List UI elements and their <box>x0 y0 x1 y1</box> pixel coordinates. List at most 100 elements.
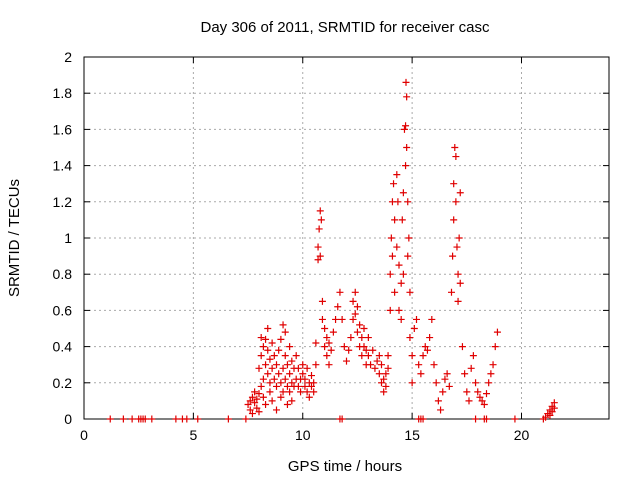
data-point <box>461 370 469 378</box>
data-point <box>253 404 261 412</box>
data-point <box>317 216 325 224</box>
data-point <box>353 303 361 311</box>
data-point <box>248 393 256 401</box>
data-point <box>456 189 464 197</box>
data-point <box>386 306 394 314</box>
data-point <box>253 395 261 403</box>
data-point <box>404 252 412 260</box>
data-point <box>294 382 302 390</box>
data-point <box>270 375 278 383</box>
data-point <box>345 346 353 354</box>
data-point <box>266 388 274 396</box>
data-point <box>183 415 191 423</box>
y-tick-label: 1.2 <box>53 194 73 210</box>
data-point <box>255 408 263 416</box>
data-point <box>334 303 342 311</box>
data-point <box>472 415 480 423</box>
data-point <box>277 335 285 343</box>
data-point <box>262 335 270 343</box>
data-point <box>353 328 361 336</box>
data-point <box>419 352 427 360</box>
data-point <box>308 372 315 380</box>
data-point <box>406 288 414 296</box>
data-point <box>358 352 366 360</box>
data-point <box>286 343 294 351</box>
data-point <box>369 346 377 354</box>
data-point <box>325 339 333 347</box>
data-point <box>382 370 390 378</box>
y-tick-label: 1.4 <box>53 158 73 174</box>
data-point <box>474 388 482 396</box>
data-point <box>453 243 461 251</box>
data-point <box>318 297 326 305</box>
data-point <box>283 401 291 409</box>
data-point <box>312 361 320 369</box>
data-point <box>347 334 355 342</box>
y-tick-label: 2 <box>64 49 72 65</box>
data-point <box>430 361 438 369</box>
data-point <box>428 315 436 323</box>
data-point <box>403 93 411 101</box>
data-point <box>349 297 357 305</box>
data-point <box>251 399 259 407</box>
data-point <box>458 343 466 351</box>
data-point <box>550 399 558 407</box>
data-point <box>378 379 385 387</box>
y-tick-label: 1.8 <box>53 85 73 101</box>
data-point <box>410 325 418 332</box>
data-point <box>316 207 324 215</box>
data-point <box>449 252 457 260</box>
data-point <box>281 328 289 336</box>
data-point <box>318 315 326 323</box>
data-point <box>417 370 425 378</box>
data-point <box>321 325 329 332</box>
data-point <box>483 415 490 423</box>
data-point <box>273 382 280 390</box>
data-point <box>415 361 423 369</box>
data-point <box>452 198 460 206</box>
data-point <box>323 352 331 360</box>
data-point <box>451 144 459 151</box>
data-point <box>403 144 411 151</box>
data-point <box>413 315 420 323</box>
data-point <box>277 379 285 387</box>
data-point <box>373 357 381 365</box>
data-point <box>467 364 475 372</box>
data-point <box>305 393 313 401</box>
x-axis-label: GPS time / hours <box>288 458 402 475</box>
data-point <box>327 346 335 354</box>
data-points <box>106 78 558 423</box>
data-point <box>283 361 291 369</box>
data-point <box>308 382 315 390</box>
data-point <box>244 401 252 409</box>
data-point <box>384 364 392 372</box>
data-point <box>279 364 287 372</box>
data-point <box>491 343 499 351</box>
data-point <box>455 234 463 242</box>
data-point <box>439 388 447 396</box>
data-point <box>277 393 285 401</box>
data-point <box>288 397 296 405</box>
data-point <box>465 397 473 405</box>
data-point <box>286 388 294 396</box>
data-point <box>448 288 455 296</box>
data-point <box>338 315 346 323</box>
y-tick-label: 0 <box>64 411 72 427</box>
data-point <box>421 343 429 351</box>
data-point <box>299 361 307 369</box>
data-point <box>356 321 364 329</box>
x-tick-label: 15 <box>404 427 420 443</box>
data-point <box>288 357 296 365</box>
data-point <box>452 153 460 161</box>
x-tick-label: 5 <box>189 427 197 443</box>
data-point <box>259 343 267 351</box>
data-point <box>408 352 416 360</box>
data-point <box>251 388 259 396</box>
data-point <box>408 379 416 387</box>
data-point <box>266 379 274 387</box>
data-point <box>360 343 368 351</box>
data-point <box>382 382 390 390</box>
data-point <box>303 388 311 396</box>
data-point <box>487 370 495 378</box>
